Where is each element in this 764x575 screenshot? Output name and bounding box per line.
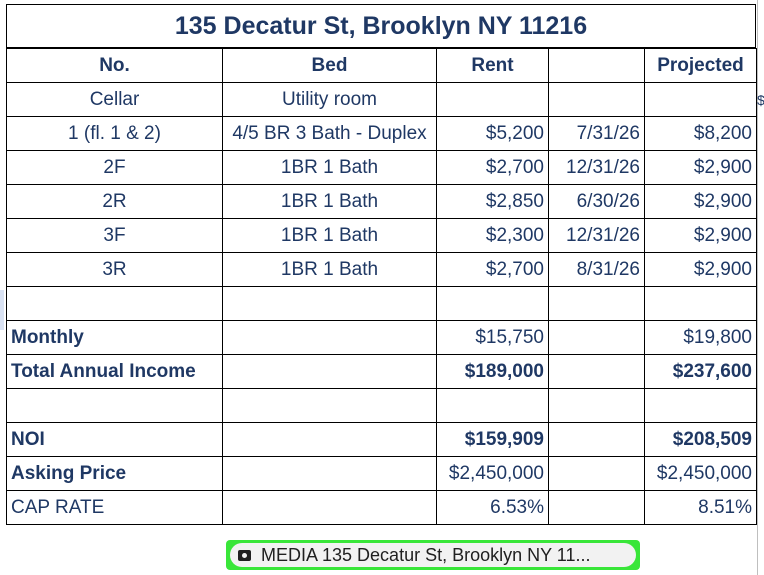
unit-projected-cell[interactable]: $2,900 [644,184,757,219]
empty-cell[interactable] [548,286,645,321]
row-selection-band [0,290,4,330]
table-row: Cellar Utility room [6,82,757,117]
cap-rate-row: CAP RATE 6.53% 8.51% [6,490,757,525]
header-no[interactable]: No. [6,48,223,83]
unit-rent-cell[interactable]: $5,200 [436,116,549,151]
empty-cell[interactable] [436,286,549,321]
monthly-rent[interactable]: $15,750 [436,320,549,355]
empty-cell[interactable] [644,286,757,321]
asking-price-rent[interactable]: $2,450,000 [436,456,549,491]
noi-projected[interactable]: $208,509 [644,422,757,457]
unit-bed-cell[interactable]: 1BR 1 Bath [222,252,437,287]
cap-rate-projected[interactable]: 8.51% [644,490,757,525]
empty-cell[interactable] [222,286,437,321]
media-link-chip-body[interactable]: MEDIA 135 Decatur St, Brooklyn NY 11... [230,543,636,567]
empty-cell[interactable] [222,354,437,389]
empty-cell[interactable] [548,320,645,355]
unit-date-cell[interactable]: 6/30/26 [548,184,645,219]
empty-cell[interactable] [222,490,437,525]
unit-bed-cell[interactable]: 1BR 1 Bath [222,184,437,219]
header-projected[interactable]: Projected [644,48,757,83]
unit-bed-cell[interactable]: 4/5 BR 3 Bath - Duplex [222,116,437,151]
empty-row [6,286,757,321]
unit-rent-cell[interactable] [436,82,549,117]
unit-no-cell[interactable]: 3F [6,218,223,253]
empty-cell[interactable] [548,456,645,491]
noi-rent[interactable]: $159,909 [436,422,549,457]
empty-cell[interactable] [644,388,757,423]
unit-date-cell[interactable]: 12/31/26 [548,218,645,253]
unit-date-cell[interactable]: 12/31/26 [548,150,645,185]
empty-cell[interactable] [222,320,437,355]
asking-price-row: Asking Price $2,450,000 $2,450,000 [6,456,757,491]
unit-no-cell[interactable]: 2R [6,184,223,219]
empty-cell[interactable] [548,422,645,457]
annual-income-rent[interactable]: $189,000 [436,354,549,389]
header-row: No. Bed Rent Projected [6,48,757,83]
cap-rate-label[interactable]: CAP RATE [6,490,223,525]
empty-cell[interactable] [222,456,437,491]
empty-cell[interactable] [548,490,645,525]
sheet-title[interactable]: 135 Decatur St, Brooklyn NY 11216 [6,4,756,48]
table-row: 3F 1BR 1 Bath $2,300 12/31/26 $2,900 [6,218,757,253]
table-row: 2F 1BR 1 Bath $2,700 12/31/26 $2,900 [6,150,757,185]
empty-cell[interactable] [548,354,645,389]
monthly-row: Monthly $15,750 $19,800 [6,320,757,355]
unit-no-cell[interactable]: Cellar [6,82,223,117]
asking-price-projected[interactable]: $2,450,000 [644,456,757,491]
unit-bed-cell[interactable]: Utility room [222,82,437,117]
annual-income-projected[interactable]: $237,600 [644,354,757,389]
asking-price-label[interactable]: Asking Price [6,456,223,491]
empty-cell[interactable] [222,388,437,423]
unit-bed-cell[interactable]: 1BR 1 Bath [222,150,437,185]
noi-row: NOI $159,909 $208,509 [6,422,757,457]
unit-no-cell[interactable]: 3R [6,252,223,287]
unit-rent-cell[interactable]: $2,700 [436,252,549,287]
empty-row [6,388,757,423]
empty-cell[interactable] [6,286,223,321]
cut-off-cell-text: $ [757,92,764,108]
annual-income-row: Total Annual Income $189,000 $237,600 [6,354,757,389]
unit-date-cell[interactable]: 8/31/26 [548,252,645,287]
rent-roll-table: No. Bed Rent Projected Cellar Utility ro… [6,48,757,525]
empty-cell[interactable] [6,388,223,423]
noi-label[interactable]: NOI [6,422,223,457]
unit-rent-cell[interactable]: $2,300 [436,218,549,253]
next-column-edge [757,0,764,575]
unit-projected-cell[interactable]: $2,900 [644,150,757,185]
unit-no-cell[interactable]: 1 (fl. 1 & 2) [6,116,223,151]
unit-date-cell[interactable] [548,82,645,117]
table-row: 3R 1BR 1 Bath $2,700 8/31/26 $2,900 [6,252,757,287]
unit-date-cell[interactable]: 7/31/26 [548,116,645,151]
header-rent[interactable]: Rent [436,48,549,83]
camera-folder-icon [238,549,251,561]
annual-income-label[interactable]: Total Annual Income [6,354,223,389]
unit-projected-cell[interactable] [644,82,757,117]
monthly-projected[interactable]: $19,800 [644,320,757,355]
unit-projected-cell[interactable]: $2,900 [644,218,757,253]
unit-no-cell[interactable]: 2F [6,150,223,185]
empty-cell[interactable] [548,388,645,423]
empty-cell[interactable] [222,422,437,457]
table-row: 2R 1BR 1 Bath $2,850 6/30/26 $2,900 [6,184,757,219]
unit-projected-cell[interactable]: $8,200 [644,116,757,151]
unit-rent-cell[interactable]: $2,700 [436,150,549,185]
cap-rate-rent[interactable]: 6.53% [436,490,549,525]
unit-rent-cell[interactable]: $2,850 [436,184,549,219]
header-bed[interactable]: Bed [222,48,437,83]
table-row: 1 (fl. 1 & 2) 4/5 BR 3 Bath - Duplex $5,… [6,116,757,151]
empty-cell[interactable] [436,388,549,423]
media-link-label: MEDIA 135 Decatur St, Brooklyn NY 11... [261,544,591,565]
monthly-label[interactable]: Monthly [6,320,223,355]
unit-projected-cell[interactable]: $2,900 [644,252,757,287]
unit-bed-cell[interactable]: 1BR 1 Bath [222,218,437,253]
header-date[interactable] [548,48,645,83]
media-link-chip[interactable]: MEDIA 135 Decatur St, Brooklyn NY 11... [226,540,640,570]
